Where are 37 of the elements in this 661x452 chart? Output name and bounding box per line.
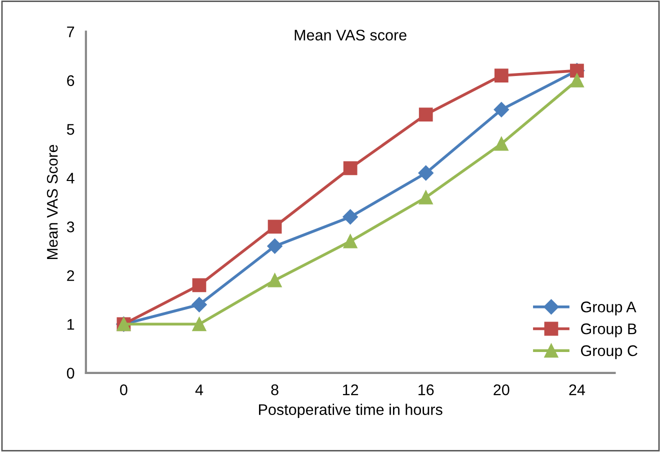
x-tick-label: 20 [494, 384, 510, 396]
chart-title: Mean VAS score [294, 30, 406, 41]
point [570, 73, 584, 88]
x-tick-label: 0 [120, 384, 128, 396]
y-axis-title: Mean VAS Score [46, 144, 58, 260]
point [418, 165, 434, 181]
point [192, 317, 206, 332]
point [494, 68, 508, 82]
legend-label: Group A [581, 302, 636, 316]
point [268, 273, 282, 288]
point [342, 209, 358, 224]
x-tick-label: 24 [569, 384, 586, 396]
point [268, 220, 282, 234]
x-axis-title: Postoperative time in hours [259, 404, 442, 418]
point [192, 278, 206, 292]
x-tick-label: 16 [418, 384, 434, 396]
point [343, 234, 358, 248]
y-tick-label: 5 [66, 124, 74, 135]
y-tick-label: 3 [66, 222, 74, 232]
y-tick-label: 4 [66, 172, 74, 184]
y-tick-label: 1 [67, 319, 74, 330]
y-tick-label: 0 [66, 368, 74, 379]
point [267, 238, 282, 254]
x-tick-label: 8 [271, 384, 278, 396]
point [192, 297, 207, 312]
x-tick-label: 12 [343, 384, 358, 396]
point [343, 161, 358, 176]
y-tick-label: 6 [67, 75, 74, 86]
legend-label: Group C [581, 345, 638, 360]
y-tick-label: 2 [67, 270, 74, 281]
point [494, 102, 509, 118]
point [418, 108, 433, 122]
y-tick-label: 7 [67, 26, 74, 38]
x-tick-label: 4 [195, 384, 204, 396]
legend-label: Group B [581, 323, 636, 338]
point [494, 136, 508, 151]
point [418, 190, 433, 204]
